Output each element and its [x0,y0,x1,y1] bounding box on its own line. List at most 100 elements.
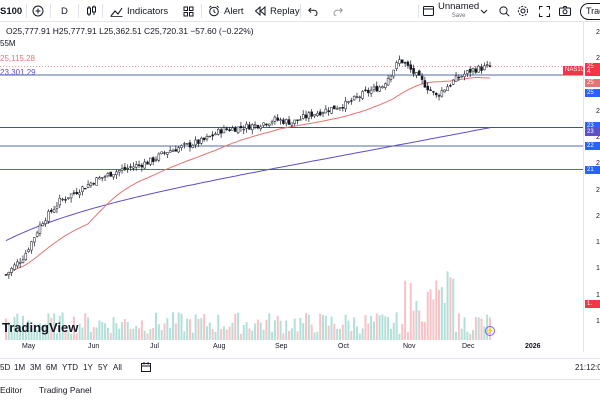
indicators-button[interactable]: Indicators [110,0,168,22]
volume-bar [268,313,271,340]
candle-body [299,119,302,121]
range-button[interactable]: 6M [46,363,58,372]
price-axis-label: 17 [596,291,600,299]
time-axis-label: Sep [275,343,288,350]
volume-bar [174,323,177,340]
redo-button[interactable] [333,0,343,22]
range-button[interactable]: 1Y [83,363,93,372]
candle-body [324,108,328,114]
candle-body [310,111,313,117]
chevron-down-icon [480,9,488,14]
volume-bar [228,326,231,340]
price-axis[interactable]: 2726252423222120191817162542525232322211… [583,22,600,352]
candle-body [457,76,461,79]
tab-trading-panel[interactable]: Trading Panel [39,385,92,395]
range-button[interactable]: All [113,363,122,372]
volume-bar [460,328,463,340]
candle-body [13,264,16,270]
range-button[interactable]: 1M [14,363,26,372]
range-button[interactable]: 5Y [98,363,108,372]
chart-type-button[interactable] [86,0,97,22]
volume-bar [123,319,126,340]
price-axis-label: 27 [596,29,600,36]
candle-body [270,121,274,124]
range-button[interactable]: 3M [30,363,42,372]
candle-body [16,261,19,267]
volume-bar [443,302,446,340]
volume-bar [211,329,214,340]
volume-bar [214,331,217,340]
candle-body [307,112,311,119]
volume-bar [305,313,308,340]
candle-body [242,128,246,131]
candle-body [64,199,67,201]
candle-body [132,166,135,169]
candle-body [267,123,271,126]
candle-body [140,164,144,168]
candle-body [273,116,277,122]
layout-icon-button[interactable] [423,0,434,22]
volume-bar [452,278,455,340]
ohlc-legend: O25,777.91 H25,777.91 L25,362.51 C25,720… [6,26,254,36]
search-button[interactable] [499,0,510,22]
volume-bar [180,313,183,340]
candle-body [143,161,146,169]
price-axis-label: 23 [596,134,600,142]
volume-bar [13,316,16,340]
symbol-label[interactable]: S100 [0,5,23,17]
tab-editor[interactable]: Editor [0,385,23,395]
settings-button[interactable] [517,0,529,22]
candle-body [84,187,87,190]
clock-readout[interactable]: 21:12:0 [575,363,600,372]
candle-body [174,149,178,152]
volume-bar [53,313,56,340]
candle-body [296,119,299,121]
candle-body [341,107,345,109]
volume-bar [412,310,415,340]
alert-button[interactable]: Alert [208,0,244,22]
candle-body [234,127,237,132]
range-button[interactable]: 5D [0,363,11,372]
volume-bar [333,323,336,340]
fullscreen-button[interactable] [539,0,550,22]
candle-body [123,166,127,170]
layout-save-button[interactable]: Unnamed Save [438,2,479,19]
snapshot-button[interactable] [559,0,571,22]
candle-body [205,136,209,140]
layouts-button[interactable] [183,0,194,22]
candle-body [89,182,93,186]
trade-button[interactable]: Trad [580,3,600,20]
candle-body [100,177,104,179]
indicators-icon [110,6,123,17]
add-symbol-button[interactable] [32,0,44,22]
volume-bar [316,331,319,340]
divider [78,4,79,18]
lightning-icon[interactable]: ⚡ [485,326,495,336]
candle-body [338,107,342,109]
volume-bar [64,330,67,340]
volume-bar [421,321,424,340]
volume-bar [330,316,333,340]
volume-bar [104,323,107,340]
volume-bar [92,327,95,340]
volume-bar [129,328,132,340]
volume-bar [429,289,432,340]
volume-bar [319,313,322,340]
alarm-clock-icon [208,5,220,17]
volume-bar [72,316,75,340]
layout-menu-button[interactable] [480,0,488,22]
interval-button[interactable]: D [61,5,68,17]
volume-bar [75,333,78,340]
price-chart[interactable] [0,22,583,342]
candle-body [471,68,475,72]
range-button[interactable]: YTD [62,363,78,372]
undo-button[interactable] [308,0,318,22]
time-axis[interactable]: May Jun Jul Aug Sep Oct Nov Dec 2026 [0,342,583,354]
replay-button[interactable]: Replay [254,0,300,22]
divider [201,4,202,18]
volume-bar [5,318,7,340]
volume-bar [166,318,169,340]
calendar-range-icon[interactable] [141,362,151,374]
volume-bar [463,317,466,340]
volume-bar [372,321,375,340]
